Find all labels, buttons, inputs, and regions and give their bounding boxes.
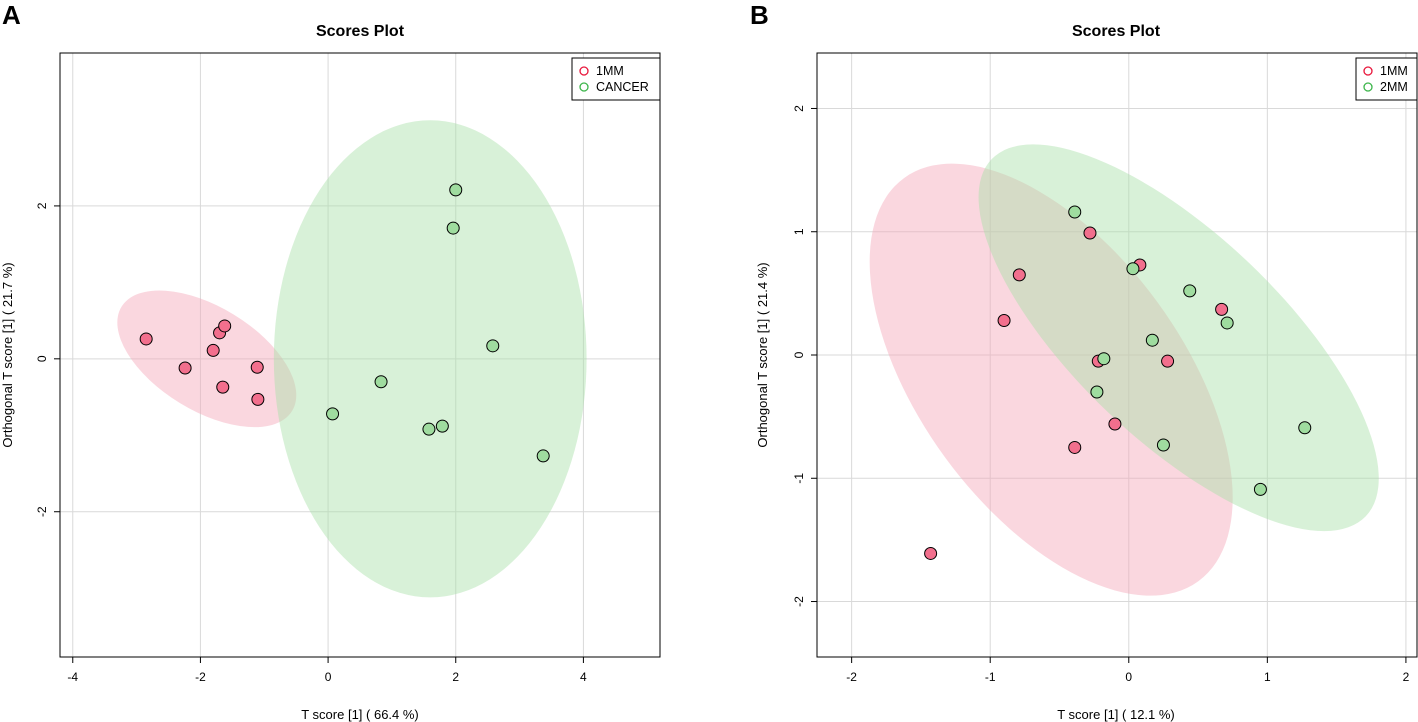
panel-a-point-cancer-6: [422, 422, 436, 436]
panel-b: B Scores Plot -2 -1 0 1 2 -2 -1 0 1 2 T score [1…: [750, 0, 1418, 722]
panel-a-letter: A: [2, 0, 21, 30]
panel-a-xtick-label-0: 0: [325, 670, 332, 684]
panel-a-point-1mm-7: [216, 380, 230, 394]
panel-b-point-2mm-10: [1253, 482, 1267, 496]
panel-b-legend: 1MM 2MM: [1355, 57, 1418, 101]
panel-a-y-ticks: -2 0 2: [35, 202, 60, 517]
panel-b-legend-marker-2mm: [1363, 82, 1373, 92]
panel-b-point-2mm-6: [1097, 352, 1111, 366]
panel-b-point-1mm-7: [1161, 354, 1175, 368]
panel-a-legend-marker-cancer: [579, 82, 589, 92]
panel-a-point-1mm-1: [139, 332, 153, 346]
panel-b-ytick-label-2: 2: [792, 105, 806, 112]
panel-a-point-1mm-4: [206, 343, 220, 357]
panel-b-point-2mm-4: [1220, 316, 1234, 330]
panel-b-points: [924, 205, 1312, 560]
panel-b-gridlines: [817, 53, 1417, 657]
panel-a-xtick-label-2: 2: [452, 670, 459, 684]
panel-b-xtick-label-2: 2: [1403, 670, 1410, 684]
panel-b-point-2mm-1: [1068, 205, 1082, 219]
panel-b-letter: B: [750, 0, 769, 30]
panel-b-x-axis-label: T score [1] ( 12.1 %): [1057, 707, 1175, 722]
panel-a-legend: 1MM CANCER: [571, 57, 661, 101]
panel-a-title: Scores Plot: [316, 23, 405, 40]
panel-a-xtick-label-4: 4: [580, 670, 587, 684]
panel-a-gridlines: [60, 53, 660, 657]
panel-b-xtick-label--1: -1: [985, 670, 996, 684]
panel-b-point-2mm-5: [1145, 333, 1159, 347]
panel-b-ytick-label--1: -1: [792, 473, 806, 484]
panel-a-ytick-label-0: 0: [35, 355, 49, 362]
panel-a-point-1mm-5: [178, 361, 192, 375]
panel-b-xtick-label-0: 0: [1125, 670, 1132, 684]
panel-b-ellipses: [869, 144, 1379, 596]
panel-a-point-cancer-4: [374, 375, 388, 389]
panel-b-legend-box: [1355, 57, 1418, 101]
panel-b-ytick-label-1: 1: [792, 228, 806, 235]
panel-a-point-cancer-2: [446, 221, 460, 235]
panel-b-ytick-label-0: 0: [792, 351, 806, 358]
panel-b-ellipse-1mm: [869, 163, 1233, 596]
panel-b-point-2mm-9: [1298, 421, 1312, 435]
panel-a-plot-frame: [59, 52, 661, 658]
panel-a-legend-marker-1mm: [579, 66, 589, 76]
panel-b-legend-marker-1mm: [1363, 66, 1373, 76]
panel-a-ellipses: [117, 120, 587, 598]
panel-b-point-1mm-4: [997, 313, 1011, 327]
panel-a: A Scores Plot -4 -2 0 2 4 -2 0 2 T score [1] (…: [0, 0, 661, 722]
panel-a-legend-label-1mm: 1MM: [596, 64, 624, 78]
panel-b-point-1mm-1: [1083, 226, 1097, 240]
panel-b-y-axis-label: Orthogonal T score [1] ( 21.4 %): [755, 262, 770, 447]
panel-b-ytick-label--2: -2: [792, 596, 806, 607]
panel-b-point-2mm-3: [1183, 284, 1197, 298]
panel-b-point-1mm-8: [1108, 417, 1122, 431]
panel-a-y-axis-label: Orthogonal T score [1] ( 21.7 %): [0, 262, 15, 447]
panel-b-x-ticks: -2 -1 0 1 2: [846, 657, 1410, 684]
panel-a-ytick-label-2: 2: [35, 202, 49, 209]
panel-b-ellipse-2mm: [978, 144, 1379, 532]
panel-b-y-ticks: -2 -1 0 1 2: [792, 105, 817, 607]
panel-a-point-1mm-6: [250, 360, 264, 374]
panel-b-xtick-label-1: 1: [1264, 670, 1271, 684]
panel-b-point-2mm-7: [1090, 385, 1104, 399]
panel-a-point-cancer-3: [486, 339, 500, 353]
panel-a-ytick-label--2: -2: [35, 506, 49, 517]
panel-a-point-cancer-7: [435, 419, 449, 433]
panel-b-point-1mm-5: [1215, 302, 1229, 316]
panel-a-xtick-label--2: -2: [195, 670, 206, 684]
panel-b-point-2mm-2: [1126, 262, 1140, 276]
panel-a-legend-box: [571, 57, 661, 101]
panel-b-point-2mm-8: [1156, 438, 1170, 452]
panel-b-point-1mm-9: [1068, 440, 1082, 454]
panel-b-legend-label-1mm: 1MM: [1380, 64, 1408, 78]
panel-a-point-cancer-8: [536, 449, 550, 463]
panel-b-legend-label-2mm: 2MM: [1380, 80, 1408, 94]
panel-a-point-1mm-3: [218, 319, 232, 333]
panel-a-xtick-label--4: -4: [67, 670, 78, 684]
panel-a-point-cancer-5: [326, 407, 340, 421]
panel-b-point-1mm-10: [924, 546, 938, 560]
panel-b-title: Scores Plot: [1072, 23, 1161, 40]
panel-b-point-1mm-2: [1012, 268, 1026, 282]
panel-a-ellipse-cancer: [273, 120, 587, 598]
panel-b-xtick-label--2: -2: [846, 670, 857, 684]
panel-a-points: [139, 183, 550, 463]
panel-a-x-axis-label: T score [1] ( 66.4 %): [301, 707, 419, 722]
panel-a-legend-label-cancer: CANCER: [596, 80, 649, 94]
panel-a-point-1mm-8: [251, 392, 265, 406]
panel-a-ellipse-1mm: [117, 290, 297, 428]
panel-a-point-cancer-1: [449, 183, 463, 197]
panel-a-x-ticks: -4 -2 0 2 4: [67, 657, 587, 684]
